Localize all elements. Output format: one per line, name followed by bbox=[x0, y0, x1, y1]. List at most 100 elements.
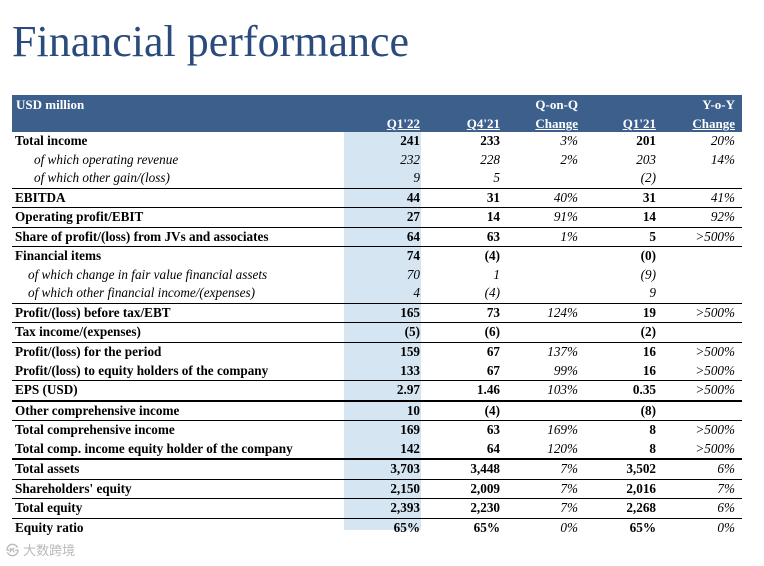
header-q1-22: Q1'22 bbox=[386, 116, 420, 131]
row-label: Total equity bbox=[15, 500, 83, 516]
cell-qoq: 7% bbox=[560, 480, 578, 496]
cell-qoq: 2% bbox=[560, 151, 578, 167]
cell-qoq: 7% bbox=[560, 500, 578, 516]
cell-q1-21: 2,268 bbox=[626, 500, 656, 516]
cell-q1-21: 3,502 bbox=[626, 461, 656, 477]
header-yoy-bottom: Change bbox=[692, 116, 735, 131]
table-row: Total income 241 233 3% 201 20% bbox=[12, 132, 742, 151]
row-label: of which other financial income/(expense… bbox=[28, 285, 256, 301]
cell-yoy: 6% bbox=[717, 500, 735, 516]
cell-q1-22: 64 bbox=[406, 228, 420, 244]
cell-q1-21: 2,016 bbox=[626, 480, 656, 496]
cell-q4-21: 67 bbox=[486, 362, 500, 378]
cell-q1-22: (5) bbox=[404, 324, 420, 340]
cell-q1-22: 10 bbox=[406, 402, 420, 418]
table-row: EBITDA 44 31 40% 31 41% bbox=[12, 187, 742, 208]
cell-q1-21: (2) bbox=[640, 324, 656, 340]
row-label: Profit/(loss) to equity holders of the c… bbox=[15, 362, 269, 378]
row-label: Shareholders' equity bbox=[15, 480, 132, 496]
header-yoy-top: Y-o-Y bbox=[702, 97, 735, 112]
table-row: Profit/(loss) to equity holders of the c… bbox=[12, 362, 742, 381]
cell-q4-21: 14 bbox=[486, 209, 500, 225]
cell-q1-22: 44 bbox=[406, 189, 420, 205]
cell-q4-21: (6) bbox=[484, 324, 500, 340]
row-label: Equity ratio bbox=[15, 519, 84, 535]
cell-q1-22: 2.97 bbox=[396, 382, 420, 398]
cell-yoy: >500% bbox=[695, 304, 735, 320]
table-row: Shareholders' equity 2,150 2,009 7% 2,01… bbox=[12, 478, 742, 499]
cell-q1-21: 0.35 bbox=[632, 382, 656, 398]
row-label: Total assets bbox=[15, 461, 80, 477]
row-label: Total income bbox=[15, 133, 88, 148]
header-unit: USD million bbox=[16, 97, 85, 112]
cell-qoq: 7% bbox=[560, 461, 578, 477]
cell-yoy: 7% bbox=[717, 480, 735, 496]
table-row: Operating profit/EBIT 27 14 91% 14 92% bbox=[12, 207, 742, 227]
table-row: Equity ratio 65% 65% 0% 65% 0% bbox=[12, 517, 742, 538]
cell-q1-21: 8 bbox=[649, 422, 656, 438]
table-row: EPS (USD) 2.97 1.46 103% 0.35 >500% bbox=[12, 380, 742, 400]
cell-q1-21: 16 bbox=[642, 362, 656, 378]
row-label: EPS (USD) bbox=[15, 382, 78, 398]
cell-q1-21: 65% bbox=[629, 519, 656, 535]
table-row: Financial items 74 (4) (0) bbox=[12, 246, 742, 266]
cell-q4-21: 3,448 bbox=[470, 461, 500, 477]
row-label: EBITDA bbox=[15, 189, 66, 205]
cell-q4-21: 2,230 bbox=[470, 500, 500, 516]
table-row: Profit/(loss) before tax/EBT 165 73 124%… bbox=[12, 302, 742, 323]
cell-q4-21: (4) bbox=[484, 402, 500, 418]
cell-yoy: 0% bbox=[717, 519, 735, 535]
cell-q1-22: 70 bbox=[406, 266, 420, 282]
cell-q4-21: 67 bbox=[486, 344, 500, 360]
cell-q4-21: 63 bbox=[486, 422, 500, 438]
header-q4-21: Q4'21 bbox=[466, 116, 500, 131]
cell-q4-21: 31 bbox=[486, 189, 500, 205]
table-header: USD million Q1'22 Q4'21 Q-on-Q Change Q1… bbox=[12, 95, 742, 132]
row-label: Financial items bbox=[15, 248, 102, 264]
table-row: Other comprehensive income 10 (4) (8) bbox=[12, 399, 742, 421]
row-label: Share of profit/(loss) from JVs and asso… bbox=[15, 228, 269, 244]
cell-qoq: 0% bbox=[560, 519, 578, 535]
row-label: of which change in fair value financial … bbox=[28, 266, 268, 282]
cell-yoy: >500% bbox=[695, 422, 735, 438]
watermark: ㉿ 大数跨境 bbox=[6, 540, 75, 559]
cell-qoq: 40% bbox=[553, 189, 578, 205]
cell-q1-21: 8 bbox=[649, 440, 656, 456]
cell-qoq: 1% bbox=[560, 228, 578, 244]
cell-q4-21: 64 bbox=[486, 440, 500, 456]
cell-q1-22: 4 bbox=[413, 285, 420, 301]
cell-q4-21: 65% bbox=[473, 519, 500, 535]
table-row: of which operating revenue 232 228 2% 20… bbox=[12, 151, 742, 170]
cell-q4-21: 233 bbox=[480, 133, 500, 148]
cell-q4-21: (4) bbox=[484, 248, 500, 264]
cell-q1-22: 2,150 bbox=[390, 480, 420, 496]
watermark-text: 大数跨境 bbox=[23, 544, 76, 559]
row-label: Profit/(loss) for the period bbox=[15, 344, 162, 360]
row-label: Tax income/(expenses) bbox=[15, 324, 141, 340]
cell-q1-21: (9) bbox=[640, 266, 656, 282]
cell-q1-22: 142 bbox=[400, 440, 420, 456]
cell-q1-21: (8) bbox=[640, 402, 656, 418]
table-row: Total comp. income equity holder of the … bbox=[12, 440, 742, 459]
row-label: Operating profit/EBIT bbox=[15, 209, 144, 225]
cell-q1-21: 201 bbox=[636, 133, 656, 148]
cell-q1-22: 241 bbox=[400, 133, 420, 148]
header-q1-21: Q1'21 bbox=[622, 116, 656, 131]
cell-q1-22: 9 bbox=[413, 170, 420, 186]
cell-q1-22: 3,703 bbox=[390, 461, 420, 477]
cell-q1-22: 232 bbox=[400, 151, 420, 167]
table-row: Share of profit/(loss) from JVs and asso… bbox=[12, 226, 742, 247]
row-label: Total comprehensive income bbox=[15, 422, 175, 438]
cell-q4-21: 2,009 bbox=[470, 480, 500, 496]
cell-yoy: 41% bbox=[710, 189, 735, 205]
cell-qoq: 124% bbox=[547, 304, 578, 320]
cell-q1-21: (2) bbox=[640, 170, 656, 186]
cell-yoy: >500% bbox=[695, 362, 735, 378]
financial-table: Total income 241 233 3% 201 20% of which… bbox=[12, 132, 742, 537]
cell-q1-21: 9 bbox=[649, 285, 656, 301]
cell-q1-21: 16 bbox=[642, 344, 656, 360]
table-row: Total equity 2,393 2,230 7% 2,268 6% bbox=[12, 498, 742, 518]
cell-q1-21: 31 bbox=[642, 189, 656, 205]
cell-qoq: 3% bbox=[560, 133, 578, 148]
row-label: of which operating revenue bbox=[34, 151, 179, 167]
